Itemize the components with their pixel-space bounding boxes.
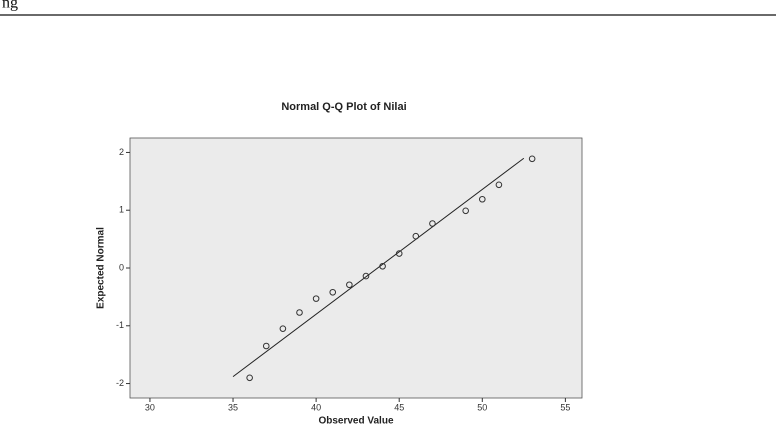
point bbox=[262, 342, 270, 350]
point bbox=[296, 309, 303, 316]
plot-area bbox=[129, 137, 583, 399]
point bbox=[379, 262, 386, 270]
x-axis-label: Observed Value bbox=[318, 416, 393, 427]
point bbox=[478, 195, 486, 203]
point bbox=[312, 295, 320, 302]
y-tick-label: -1 bbox=[116, 320, 124, 330]
y-tick-label: 0 bbox=[119, 262, 124, 272]
y-axis-label: Expected Normal bbox=[96, 227, 107, 309]
page-text-fragment: ng bbox=[2, 0, 18, 12]
point bbox=[495, 181, 503, 189]
point bbox=[362, 272, 370, 280]
x-tick-label: 45 bbox=[394, 402, 404, 412]
point bbox=[462, 207, 469, 215]
point bbox=[279, 325, 287, 332]
x-tick-label: 40 bbox=[311, 402, 321, 412]
y-tick-label: -2 bbox=[116, 378, 124, 388]
y-tick-label: 2 bbox=[119, 147, 124, 157]
point bbox=[528, 155, 536, 163]
point bbox=[329, 288, 337, 296]
x-tick-label: 50 bbox=[477, 402, 487, 412]
x-tick-label: 30 bbox=[145, 402, 155, 412]
y-tick-label: 1 bbox=[119, 205, 124, 215]
point bbox=[429, 220, 436, 227]
reference-line bbox=[232, 157, 525, 378]
point bbox=[412, 232, 420, 240]
x-tick-label: 55 bbox=[560, 402, 570, 412]
point bbox=[346, 281, 353, 289]
chart-title: Normal Q-Q Plot of Nilai bbox=[281, 101, 406, 113]
x-tick-label: 35 bbox=[228, 402, 238, 412]
point bbox=[395, 250, 403, 257]
point bbox=[246, 374, 253, 382]
